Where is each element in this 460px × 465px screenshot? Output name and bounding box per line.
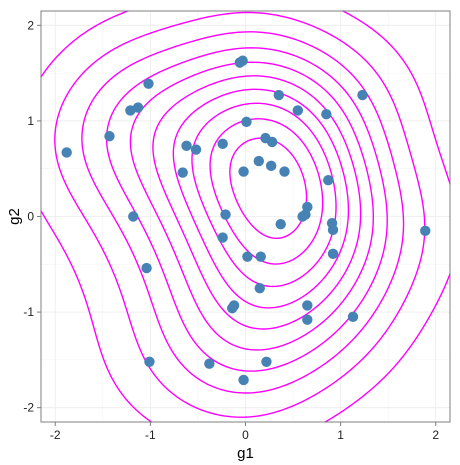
x-tick-label: -1: [145, 428, 156, 442]
data-point: [204, 358, 215, 369]
axes: -2 -1 0 1 2 -2 -1 0 1 2: [23, 18, 439, 442]
data-point: [255, 251, 266, 262]
data-point: [327, 224, 339, 236]
data-point: [237, 55, 248, 66]
data-point: [321, 109, 332, 120]
x-axis-title: g1: [237, 445, 254, 462]
data-point: [357, 89, 368, 101]
data-point: [420, 225, 431, 237]
data-point: [220, 209, 231, 220]
data-point: [141, 262, 152, 274]
data-point: [253, 155, 265, 167]
data-point: [177, 167, 188, 178]
data-point: [128, 211, 139, 222]
data-point: [347, 311, 359, 323]
data-point: [143, 78, 154, 89]
data-point: [254, 282, 265, 294]
data-point: [279, 166, 290, 177]
y-tick-label: 0: [27, 210, 34, 224]
data-point: [242, 251, 253, 262]
contour-line-3: [81, 31, 405, 394]
data-point: [238, 374, 249, 386]
data-point: [273, 89, 284, 101]
contour-line-4: [105, 47, 388, 372]
data-point: [241, 116, 252, 128]
data-point: [217, 232, 228, 243]
data-point: [104, 131, 115, 142]
data-point: [292, 105, 304, 116]
data-point: [144, 356, 155, 367]
data-point: [217, 138, 228, 150]
contour-line-5: [129, 61, 375, 351]
data-points: [61, 55, 431, 386]
density-contours: [40, 10, 451, 423]
data-point: [61, 147, 72, 158]
data-point: [275, 218, 286, 230]
contour-line-7: [172, 88, 350, 309]
y-tick-label: 1: [27, 114, 34, 128]
data-point: [327, 248, 339, 259]
x-tick-label: 2: [432, 428, 439, 442]
contour-line-6: [152, 75, 362, 330]
y-tick-label: -2: [23, 401, 34, 415]
data-point: [302, 300, 313, 311]
y-axis-title: g2: [6, 208, 23, 225]
data-point: [323, 174, 334, 186]
contour-line-2: [54, 11, 426, 418]
data-point: [226, 303, 238, 314]
contour-line-1: [40, 10, 451, 423]
data-point: [238, 166, 249, 177]
y-tick-label: 2: [27, 18, 34, 32]
x-tick-label: 0: [242, 428, 249, 442]
data-point: [190, 144, 202, 155]
data-point: [302, 314, 313, 325]
data-point: [266, 136, 278, 148]
data-point: [132, 102, 144, 113]
data-point: [181, 140, 192, 151]
data-point: [265, 160, 277, 172]
x-tick-label: -2: [50, 428, 61, 442]
contour-line-10: [229, 137, 308, 240]
x-tick-label: 1: [337, 428, 344, 442]
y-tick-label: -1: [23, 305, 34, 319]
data-point: [261, 356, 272, 367]
data-point: [297, 211, 308, 222]
